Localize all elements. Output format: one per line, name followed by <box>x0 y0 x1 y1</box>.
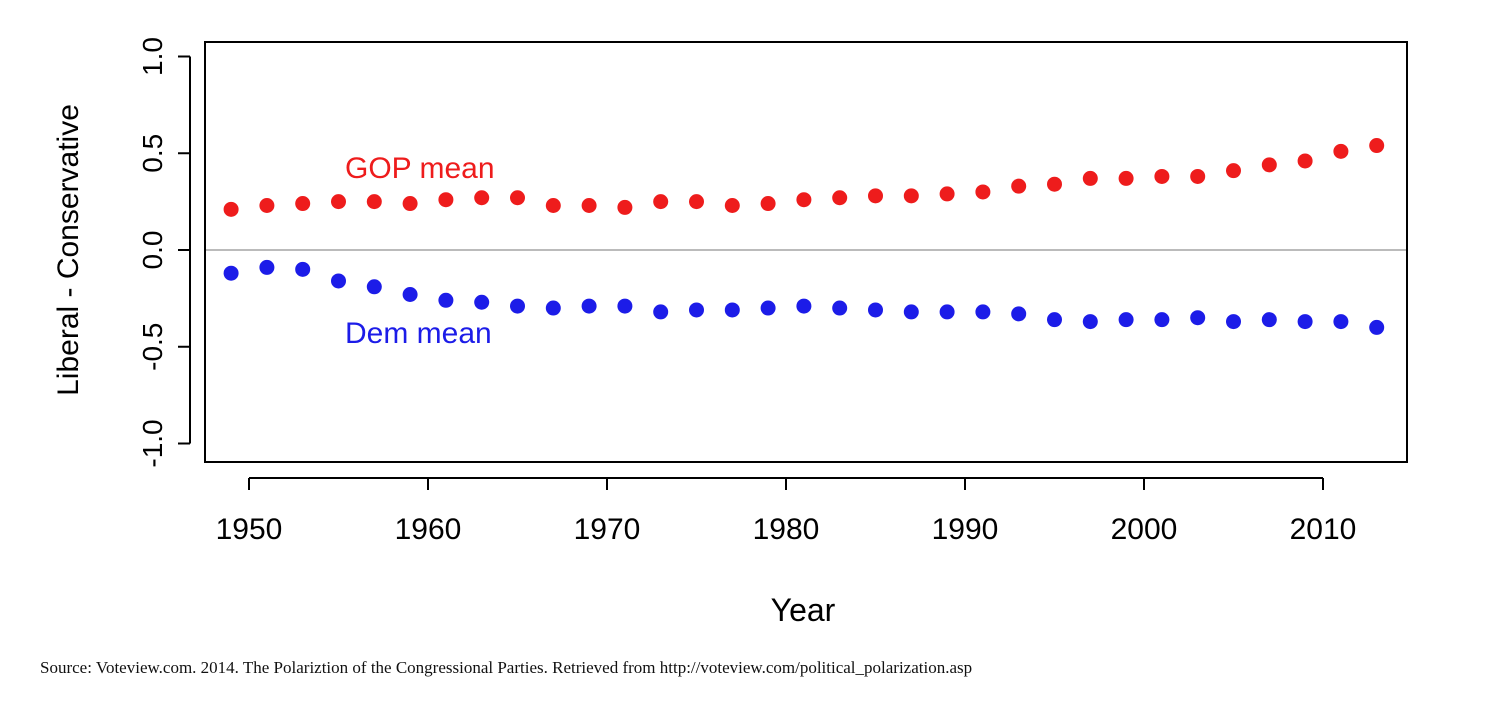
dem-point <box>689 302 704 318</box>
x-axis: 1950 1960 1970 1980 1990 2000 2010 <box>216 477 1357 546</box>
dem-point <box>331 273 346 289</box>
dem-point <box>760 300 776 316</box>
gop-point <box>975 184 991 200</box>
gop-point <box>402 196 418 212</box>
gop-point <box>689 194 704 210</box>
gop-point <box>1369 138 1385 154</box>
gop-point <box>939 186 955 202</box>
source-citation: Source: Voteview.com. 2014. The Polarizt… <box>40 658 973 677</box>
y-tick-label: 0.5 <box>137 134 168 173</box>
gop-point <box>259 197 275 213</box>
dem-point <box>1190 310 1206 326</box>
gop-point <box>653 194 669 210</box>
dem-point <box>1118 312 1134 328</box>
gop-point <box>1261 157 1277 173</box>
dem-point <box>796 298 812 314</box>
dem-point <box>1082 314 1098 330</box>
plot-frame <box>204 41 1408 463</box>
x-tick-label: 1950 <box>216 513 283 546</box>
gop-point <box>331 194 346 210</box>
gop-point <box>1226 163 1241 179</box>
dem-point <box>1226 314 1241 330</box>
dem-point <box>1154 312 1170 328</box>
dem-point <box>1369 319 1385 335</box>
dem-point <box>1047 312 1062 328</box>
y-tick-label: 0.0 <box>137 231 168 270</box>
gop-point <box>1011 178 1027 194</box>
dem-point <box>545 300 561 316</box>
y-tick-label: -1.0 <box>137 419 168 467</box>
data-points <box>223 138 1385 335</box>
gop-point <box>474 190 490 206</box>
dem-point <box>366 279 382 295</box>
dem-point <box>975 304 991 320</box>
gop-point <box>617 199 633 215</box>
x-tick-label: 1990 <box>932 513 999 546</box>
gop-point <box>1154 168 1170 184</box>
x-tick-label: 2000 <box>1111 513 1178 546</box>
gop-point <box>510 190 525 206</box>
dem-point <box>510 298 525 314</box>
dem-point <box>402 287 418 303</box>
gop-point <box>724 197 740 213</box>
dem-point <box>1261 312 1277 328</box>
dem-point <box>617 298 633 314</box>
gop-point <box>581 197 597 213</box>
dem-point <box>1011 306 1027 322</box>
gop-point <box>903 188 919 204</box>
x-tick-label: 1970 <box>574 513 641 546</box>
gop-point <box>438 192 454 208</box>
gop-point <box>1333 143 1349 159</box>
dem-point <box>868 302 883 318</box>
gop-point <box>1297 153 1313 169</box>
dem-point <box>581 298 597 314</box>
gop-point <box>1190 168 1206 184</box>
gop-point <box>223 201 239 217</box>
gop-point <box>295 196 311 212</box>
gop-point <box>832 190 848 206</box>
x-axis-label: Year <box>771 592 836 628</box>
legend-label-dem: Dem mean <box>345 317 492 350</box>
gop-point <box>868 188 883 204</box>
y-tick-label: 1.0 <box>137 37 168 76</box>
gop-point <box>1082 170 1098 186</box>
dem-point <box>474 294 490 310</box>
legend-label-gop: GOP mean <box>345 152 495 185</box>
gop-point <box>760 196 776 212</box>
x-tick-label: 1960 <box>395 513 462 546</box>
dem-point <box>1297 314 1313 330</box>
dem-point <box>832 300 848 316</box>
gop-point <box>366 194 382 210</box>
dem-point <box>653 304 669 320</box>
dem-point <box>259 259 275 275</box>
dem-point <box>438 292 454 308</box>
x-tick-label: 2010 <box>1290 513 1357 546</box>
y-axis: 1.0 0.5 0.0 -0.5 -1.0 <box>137 37 191 468</box>
dem-point <box>295 261 311 277</box>
y-tick-label: -0.5 <box>137 323 168 371</box>
gop-point <box>796 192 812 208</box>
x-tick-label: 1980 <box>753 513 820 546</box>
dem-point <box>223 265 239 281</box>
gop-point <box>1118 170 1134 186</box>
dem-point <box>1333 314 1349 330</box>
dem-point <box>903 304 919 320</box>
gop-point <box>545 197 561 213</box>
y-axis-label: Liberal - Conservative <box>52 104 85 396</box>
gop-point <box>1047 176 1062 192</box>
dem-point <box>724 302 740 318</box>
dem-point <box>939 304 955 320</box>
